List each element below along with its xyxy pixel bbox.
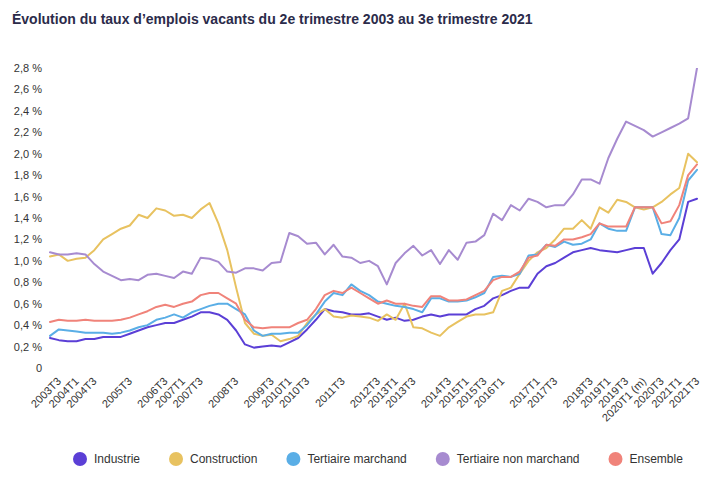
legend-swatch (73, 452, 87, 466)
lines (50, 68, 697, 348)
title: Évolution du taux d’emplois vacants du 2… (12, 11, 533, 27)
x-tick-label: 2017T3 (525, 375, 560, 410)
y-tick-label: 2,0 % (14, 148, 42, 160)
x-tick-label: 2008T3 (206, 375, 241, 410)
legend-label: Construction (190, 452, 257, 466)
y-tick-label: 2,4 % (14, 105, 42, 117)
y-tick-label: 1,4 % (14, 212, 42, 224)
y-tick-label: 1,2 % (14, 233, 42, 245)
x-tick-label: 2005T3 (99, 375, 134, 410)
series-line (50, 164, 697, 328)
y-tick-label: 0,2 % (14, 341, 42, 353)
legend-swatch (609, 452, 623, 466)
x-tick-label: 2004T3 (64, 375, 99, 410)
x-tick-label: 2021T3 (667, 375, 702, 410)
y-tick-label: 1,8 % (14, 169, 42, 181)
y-tick-label: 0,8 % (14, 276, 42, 288)
x-tick-label: 2016T1 (472, 375, 507, 410)
y-tick-label: 2,6 % (14, 83, 42, 95)
y-tick-label: 2,2 % (14, 126, 42, 138)
y-tick-label: 1,0 % (14, 255, 42, 267)
legend: Industrie Construction Tertiaire marchand T… (73, 452, 683, 466)
legend-swatch (436, 452, 450, 466)
chart: Évolution du taux d’emplois vacants du 2… (0, 0, 723, 493)
legend-swatch (286, 452, 300, 466)
x-tick-label: 2010T3 (277, 375, 312, 410)
x-tick-label: 2011T3 (313, 375, 347, 409)
y-tick-label: 0,6 % (14, 298, 42, 310)
legend-label: Ensemble (630, 452, 684, 466)
legend-label: Industrie (94, 452, 140, 466)
y-tick-label: 2,8 % (14, 62, 42, 74)
y-tick-label: 0,4 % (14, 319, 42, 331)
legend-label: Tertiaire marchand (307, 452, 406, 466)
y-tick-label: 1,6 % (14, 191, 42, 203)
legend-label: Tertiaire non marchand (457, 452, 580, 466)
x-tick-label: 2007T3 (170, 375, 205, 410)
x-tick-label: 2013T3 (383, 375, 418, 410)
legend-swatch (169, 452, 183, 466)
y-axis: 0 0,2 % 0,4 % 0,6 % 0,8 % 1,0 % 1,2 % 1,4 % 1,6 … (14, 62, 46, 374)
y-tick-label: 0 (36, 362, 42, 374)
series-line (50, 68, 697, 284)
x-axis: 2003T32004T12004T32005T32006T32007T12007… (28, 375, 701, 424)
